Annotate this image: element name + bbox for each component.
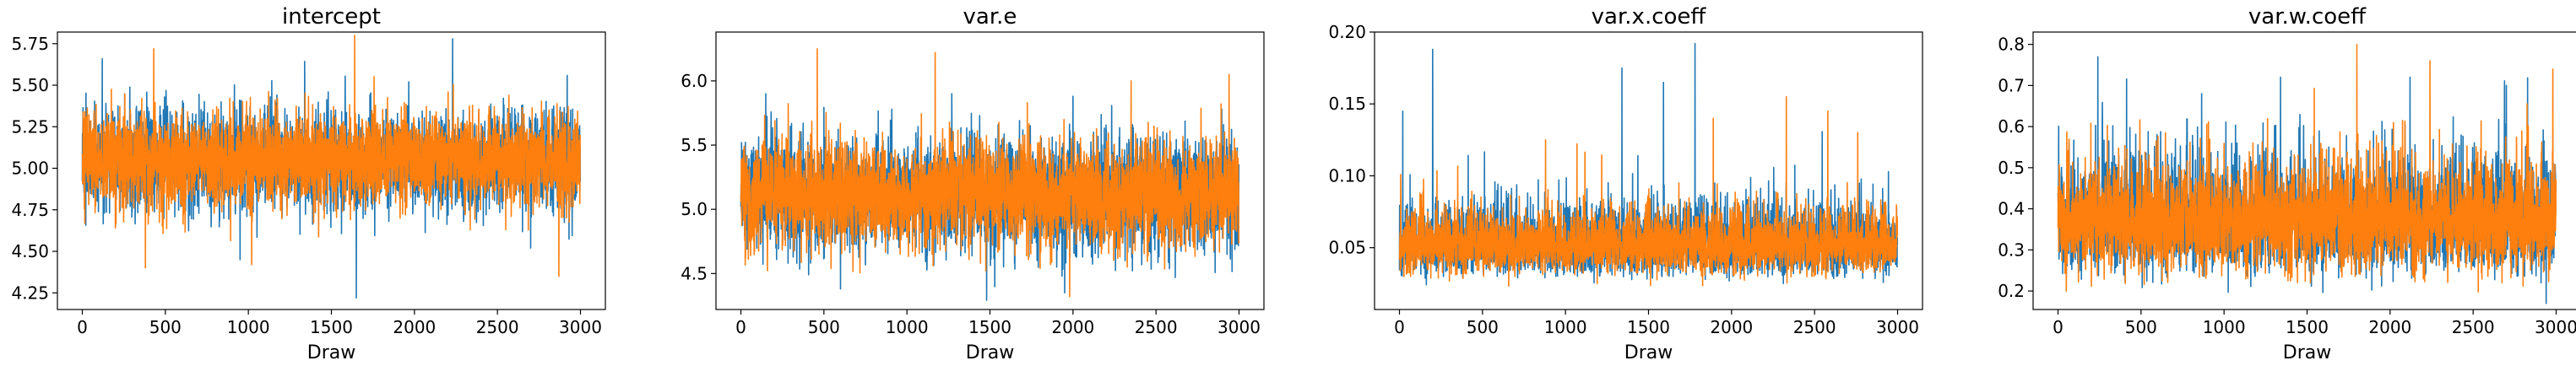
x-tick-label: 1500 xyxy=(2286,317,2329,337)
y-tick-label: 4.5 xyxy=(681,263,708,283)
y-tick-label: 5.75 xyxy=(11,34,49,54)
y-tick-label: 0.4 xyxy=(1998,199,2025,219)
x-axis-label: Draw xyxy=(966,342,1014,363)
y-tick-label: 5.00 xyxy=(11,159,49,179)
x-tick-label: 2000 xyxy=(1051,317,1094,337)
y-tick-label: 4.75 xyxy=(11,200,49,220)
y-tick-label: 0.2 xyxy=(1998,281,2025,301)
trace-lines xyxy=(740,48,1240,301)
y-tick-label: 4.50 xyxy=(11,241,49,261)
x-tick-label: 1000 xyxy=(1544,317,1587,337)
x-tick-label: 500 xyxy=(1467,317,1499,337)
x-tick-label: 2000 xyxy=(2368,317,2411,337)
x-tick-label: 1000 xyxy=(2203,317,2246,337)
series-2-trace xyxy=(1398,95,1899,288)
y-tick-label: 0.3 xyxy=(1998,240,2025,260)
x-axis-label: Draw xyxy=(1624,342,1673,363)
x-tick-label: 1000 xyxy=(886,317,929,337)
y-tick-label: 5.5 xyxy=(681,135,708,155)
x-tick-label: 2500 xyxy=(2452,317,2495,337)
x-tick-label: 2500 xyxy=(476,317,519,337)
x-tick-label: 2000 xyxy=(1710,317,1753,337)
y-tick-label: 0.10 xyxy=(1328,165,1366,186)
x-tick-label: 0 xyxy=(1394,317,1405,337)
y-tick-label: 0.8 xyxy=(1998,35,2025,55)
y-tick-label: 0.6 xyxy=(1998,116,2025,137)
x-tick-label: 500 xyxy=(2125,317,2157,337)
y-tick-label: 0.20 xyxy=(1328,22,1366,42)
panel-title: var.x.coeff xyxy=(1592,4,1707,30)
x-tick-label: 2000 xyxy=(393,317,436,337)
y-tick-label: 5.50 xyxy=(11,75,49,95)
x-tick-label: 1500 xyxy=(310,317,353,337)
y-tick-label: 6.0 xyxy=(681,71,708,91)
x-tick-label: 0 xyxy=(77,317,88,337)
trace-lines xyxy=(81,35,582,299)
x-tick-label: 0 xyxy=(2053,317,2064,337)
x-tick-label: 1000 xyxy=(227,317,270,337)
series-2-trace xyxy=(740,48,1240,298)
x-tick-label: 2500 xyxy=(1793,317,1836,337)
x-tick-label: 1500 xyxy=(1627,317,1670,337)
x-axis-label: Draw xyxy=(2283,342,2331,363)
trace-panel: 0 500 1000 1500 2000 2500 3000 0.05 0.10 0.15 0.20… xyxy=(1328,4,1923,363)
x-tick-label: 3000 xyxy=(1217,317,1261,337)
y-tick-label: 5.0 xyxy=(681,199,708,219)
panel-title: intercept xyxy=(282,4,381,30)
trace-panel: 0 500 1000 1500 2000 2500 3000 4.5 5.0 5.5 6.0 var.… xyxy=(681,4,1265,363)
x-tick-label: 500 xyxy=(808,317,840,337)
series-2-trace xyxy=(2057,43,2557,293)
y-tick-label: 0.15 xyxy=(1328,94,1366,114)
y-tick-label: 0.05 xyxy=(1328,238,1366,258)
trace-panel: 0 500 1000 1500 2000 2500 3000 4.25 4.50 4.75 5.00… xyxy=(11,4,606,363)
y-tick-label: 0.7 xyxy=(1998,75,2025,95)
y-tick-label: 4.25 xyxy=(11,283,49,303)
series-2-trace xyxy=(81,35,582,277)
y-tick-label: 0.5 xyxy=(1998,158,2025,178)
x-tick-label: 2500 xyxy=(1135,317,1178,337)
x-tick-label: 0 xyxy=(735,317,746,337)
x-axis-label: Draw xyxy=(307,342,355,363)
trace-panel: 0 500 1000 1500 2000 2500 3000 0.2 0.3 0.4 0.5 0.6 0… xyxy=(1998,4,2576,363)
x-tick-label: 500 xyxy=(149,317,182,337)
x-tick-label: 3000 xyxy=(559,317,602,337)
trace-lines xyxy=(1398,42,1899,288)
x-tick-label: 3000 xyxy=(1876,317,1919,337)
trace-lines xyxy=(2057,43,2557,304)
x-tick-label: 1500 xyxy=(968,317,1011,337)
panel-title: var.w.coeff xyxy=(2248,4,2367,30)
panel-title: var.e xyxy=(963,4,1017,30)
y-tick-label: 5.25 xyxy=(11,116,49,137)
x-tick-label: 3000 xyxy=(2535,317,2576,337)
